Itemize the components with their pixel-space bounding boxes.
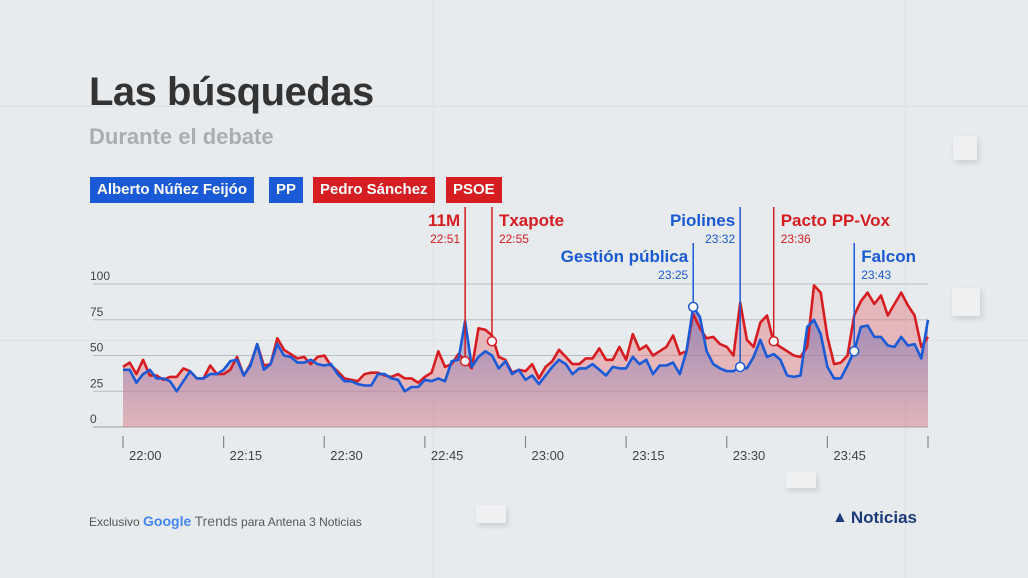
annotation-time: 22:51 bbox=[430, 232, 460, 246]
decor-tile bbox=[952, 288, 980, 316]
y-tick-label: 25 bbox=[90, 376, 104, 390]
x-tick-label: 22:15 bbox=[230, 448, 263, 463]
annotation-marker bbox=[734, 361, 746, 373]
footer-credit: Exclusivo Google Trends para Antena 3 No… bbox=[89, 513, 362, 529]
x-tick-label: 22:45 bbox=[431, 448, 464, 463]
annotation-time: 23:32 bbox=[705, 232, 735, 246]
google-logo: Google bbox=[143, 513, 192, 529]
legend-psoe-candidate: Pedro Sánchez bbox=[313, 177, 435, 203]
x-tick-label: 23:30 bbox=[733, 448, 766, 463]
footer-suffix: para Antena 3 Noticias bbox=[241, 515, 362, 529]
trends-label: Trends bbox=[194, 513, 238, 529]
annotation-marker bbox=[848, 345, 860, 357]
x-tick-label: 22:00 bbox=[129, 448, 162, 463]
y-tick-label: 75 bbox=[90, 305, 104, 319]
antena3-icon: ▲ bbox=[832, 509, 848, 526]
x-tick-label: 23:00 bbox=[532, 448, 565, 463]
antena3-noticias-logo: ▲ Noticias bbox=[832, 508, 917, 528]
annotation-label: Gestión pública bbox=[561, 247, 689, 266]
background-line bbox=[905, 0, 906, 578]
x-tick-label: 23:15 bbox=[632, 448, 665, 463]
annotation-time: 23:36 bbox=[781, 232, 811, 246]
y-tick-label: 50 bbox=[90, 341, 104, 355]
annotation-label: 11M bbox=[428, 211, 460, 230]
annotation-label: Piolines bbox=[670, 211, 735, 230]
annotation-label: Txapote bbox=[499, 211, 564, 230]
decor-tile bbox=[476, 505, 506, 523]
page-subtitle: Durante el debate bbox=[89, 124, 274, 149]
footer-prefix: Exclusivo bbox=[89, 515, 140, 529]
annotation-label: Pacto PP-Vox bbox=[781, 211, 891, 230]
legend-pp-candidate: Alberto Núñez Feijóo bbox=[90, 177, 254, 203]
legend-pp-party: PP bbox=[269, 177, 304, 203]
decor-tile bbox=[953, 136, 977, 160]
x-tick-label: 22:30 bbox=[330, 448, 363, 463]
annotation-marker bbox=[486, 335, 498, 347]
annotation-time: 23:43 bbox=[861, 268, 891, 282]
y-tick-label: 0 bbox=[90, 412, 97, 426]
decor-tile bbox=[786, 472, 816, 488]
x-tick-label: 23:45 bbox=[833, 448, 866, 463]
logo-text: Noticias bbox=[850, 508, 917, 527]
background-line bbox=[433, 0, 434, 578]
annotation-time: 23:25 bbox=[658, 268, 688, 282]
annotation-marker bbox=[459, 355, 471, 367]
background-line bbox=[0, 340, 1028, 341]
annotation-marker bbox=[687, 301, 699, 313]
area-pp bbox=[123, 306, 928, 427]
legend-psoe-party: PSOE bbox=[446, 177, 502, 203]
page-title: Las búsquedas bbox=[89, 70, 374, 114]
annotation-label: Falcon bbox=[861, 247, 916, 266]
y-tick-label: 100 bbox=[90, 269, 110, 283]
annotation-marker bbox=[768, 335, 779, 347]
background-line bbox=[0, 106, 1028, 107]
annotation-time: 22:55 bbox=[499, 232, 529, 246]
